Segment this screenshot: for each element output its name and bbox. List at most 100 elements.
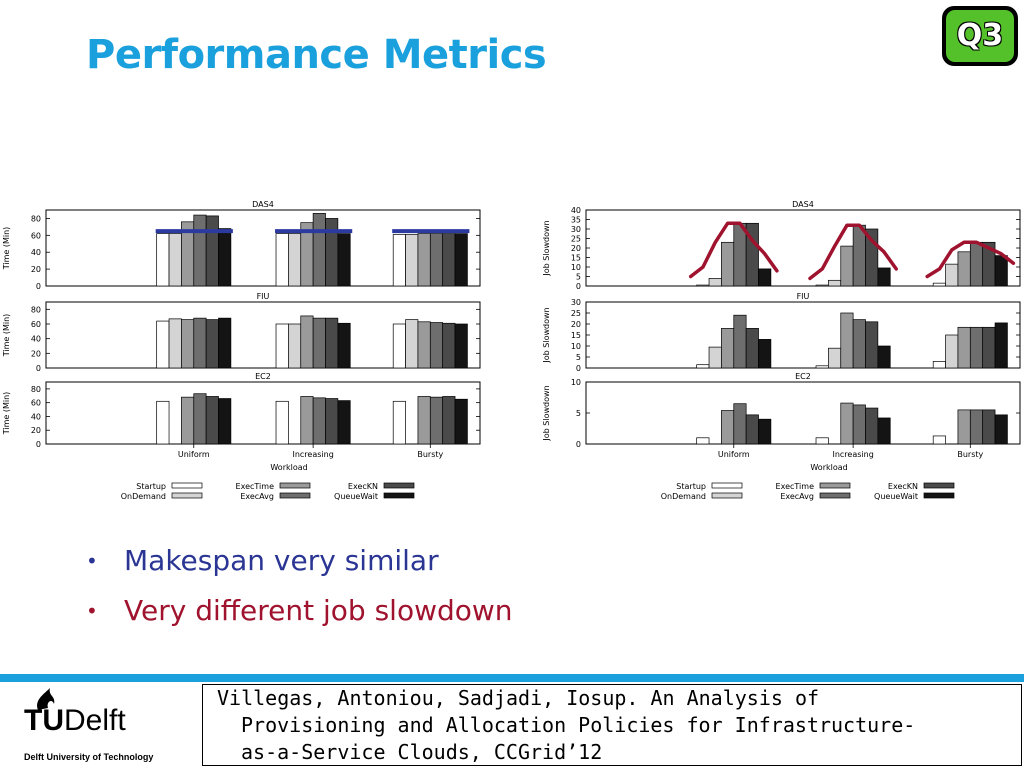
y-tick-label: 40 [31,248,41,257]
bar [405,234,419,287]
bar [877,267,891,287]
x-tick-label: Bursty [417,450,443,459]
y-tick-label: 60 [31,399,41,408]
y-tick-label: 5 [576,409,581,418]
bar [454,233,468,287]
y-axis-label: Time (Min) [2,227,11,271]
legend-swatch [923,482,955,489]
slowdown-trend-line [925,240,1016,279]
bar [957,326,971,369]
question-badge: Q3 [942,6,1018,66]
y-tick-label: 15 [571,331,581,340]
bar [982,409,996,445]
legend-label: OnDemand [661,492,706,501]
bar [758,339,772,369]
bar [300,315,314,369]
bar [733,222,747,287]
bar [392,400,406,445]
legend-label: OnDemand [121,492,166,501]
bar [405,319,419,369]
y-tick-label: 20 [571,320,581,329]
bar [325,317,339,369]
slowdown-trend-line [688,221,779,279]
legend-swatch [711,482,743,489]
y-tick-label: 30 [571,225,581,234]
bar [156,233,170,287]
y-tick-label: 40 [31,412,41,421]
makespan-chart: DAS4 0 20 40 60 80 Time (Min) FIU 0 20 40 60 80 Time … [0,196,500,510]
bar [300,396,314,445]
legend-label: ExecAvg [240,492,274,501]
legend-swatch [711,492,743,499]
bar [969,409,984,445]
bar [218,317,232,369]
bar [218,398,232,445]
bar [957,251,971,287]
y-tick-label: 0 [36,282,41,291]
bar [337,400,351,445]
y-axis-label: Job Slowdown [542,220,551,276]
y-tick-label: 80 [31,214,41,223]
bar [758,418,772,445]
y-axis-label: Time (Min) [2,314,11,358]
bar [696,284,710,287]
page-title: Performance Metrics [86,32,547,78]
bar [852,224,866,287]
bar [733,314,747,369]
bar [994,414,1008,445]
x-axis-label: Workload [270,463,307,472]
bar [932,435,946,445]
legend-swatch [819,482,851,489]
y-tick-label: 25 [571,309,581,318]
y-tick-label: 0 [36,440,41,449]
bar [337,322,351,369]
bar [275,400,289,445]
x-axis-label: Workload [810,463,847,472]
bar [429,396,444,445]
y-axis-label: Time (Min) [2,392,11,436]
bar [168,318,182,369]
x-tick-label: Bursty [957,450,983,459]
bar [325,398,339,445]
panel-title: EC2 [795,372,811,381]
bar [721,410,735,445]
y-tick-label: 0 [576,440,581,449]
bar [205,396,219,445]
legend-label: ExecKN [348,482,378,491]
bar [312,317,326,369]
bar [865,321,879,369]
legend-swatch [171,482,203,489]
legend-label: ExecTime [236,482,275,491]
bar [733,403,747,445]
bullet-dot-icon: • [86,549,98,573]
bar [745,328,759,369]
legend-swatch [383,492,415,499]
logo-tu-text: TU [24,704,64,737]
bar [312,397,326,445]
bar [877,417,891,445]
bar [994,255,1008,287]
bar [156,400,170,445]
y-tick-label: 30 [571,298,581,307]
bullet-item: • Makespan very similar [86,536,513,586]
bar [193,214,207,287]
y-tick-label: 15 [571,254,581,263]
bar [288,233,302,287]
bar [337,233,351,287]
legend-swatch [819,492,851,499]
bar [969,326,984,369]
bar [840,402,854,445]
logo-delft-text: Delft [64,704,126,737]
bar [275,233,289,287]
bar [852,319,866,369]
bar [852,404,866,445]
x-tick-label: Increasing [832,450,873,459]
slowdown-trend-line [808,223,898,281]
x-tick-label: Uniform [718,450,750,459]
bar [454,323,468,369]
plot-frame [45,301,481,369]
citation-box: Villegas, Antoniou, Sadjadi, Iosup. An A… [202,684,1022,766]
bar [288,323,302,369]
legend-label: ExecKN [888,482,918,491]
